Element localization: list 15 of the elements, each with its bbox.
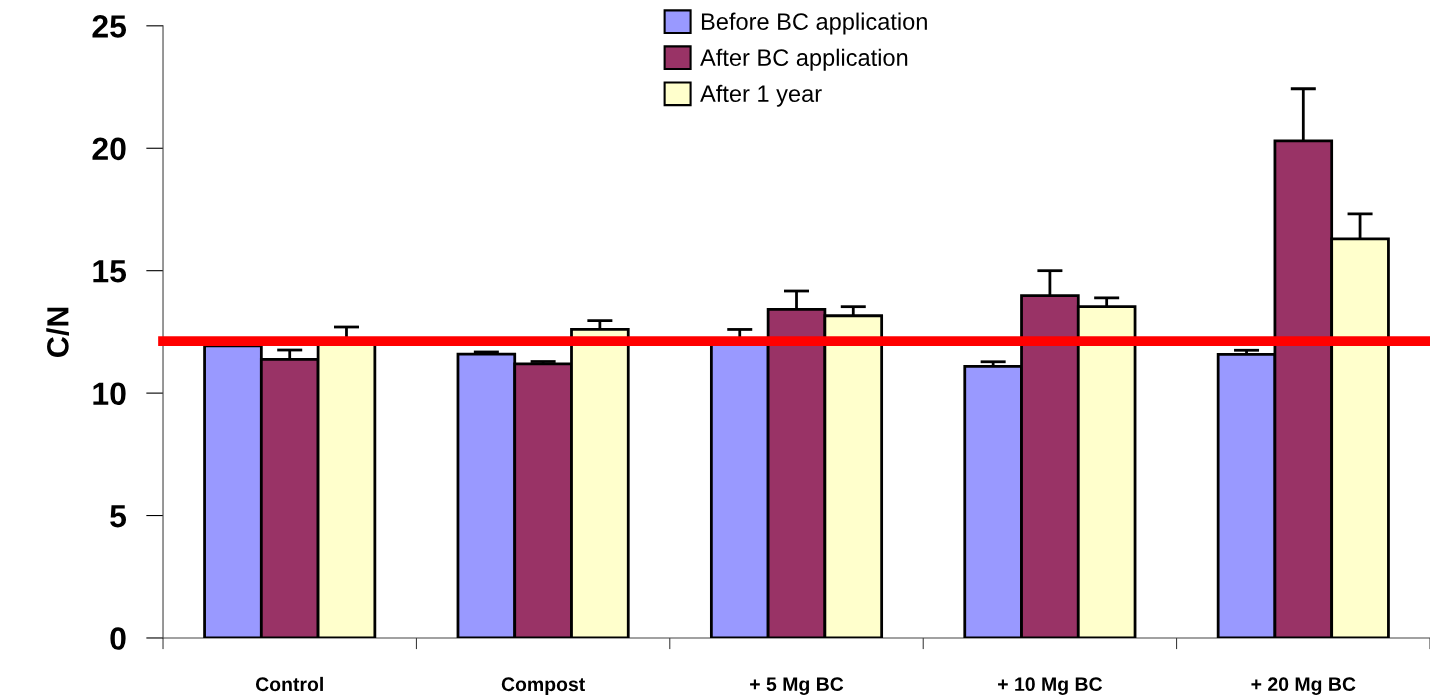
- y-tick-label: 20: [92, 137, 126, 161]
- y-tick-label: 15: [93, 260, 127, 283]
- y-tick-label: 0: [110, 627, 126, 650]
- x-tick-label: + 10 Mg BC: [998, 677, 1103, 695]
- x-tick-label: Compost: [501, 677, 585, 695]
- x-tick-label: + 5 Mg BC: [750, 677, 844, 695]
- legend-label: After 1 year: [700, 84, 822, 107]
- legend-label: Before BC application: [701, 12, 927, 35]
- legend-label: After BC application: [700, 48, 908, 71]
- x-tick-label: Control: [255, 676, 323, 692]
- y-tick-label: 10: [93, 382, 126, 405]
- y-tick-label: 5: [110, 505, 127, 528]
- y-axis-title: C/N: [46, 307, 69, 357]
- x-tick-label: + 20 Mg BC: [1251, 677, 1356, 695]
- y-tick-label: 25: [92, 15, 127, 38]
